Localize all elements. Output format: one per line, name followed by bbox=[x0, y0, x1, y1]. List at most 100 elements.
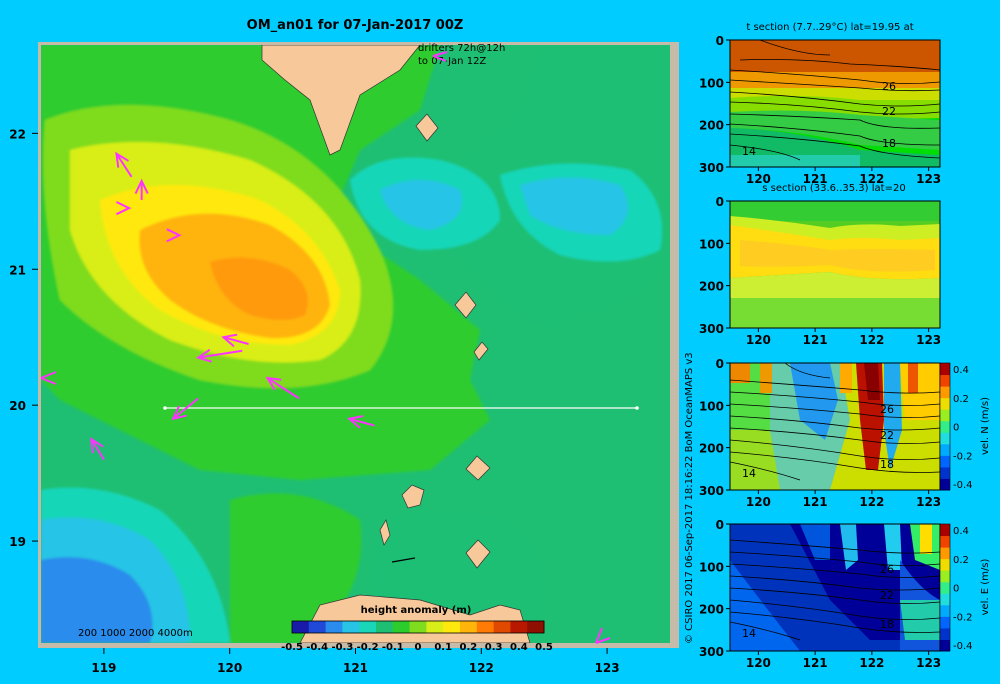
drifter-arrow-head bbox=[115, 151, 129, 168]
section-x-tick-label: 120 bbox=[746, 495, 771, 509]
height-colorbar-tick: 0.1 bbox=[434, 642, 452, 653]
drifter-arrow bbox=[265, 376, 300, 400]
section-y-tick-label: 0 bbox=[716, 518, 724, 532]
map-x-tick-label: 120 bbox=[217, 661, 242, 675]
section-y-tick-label: 0 bbox=[716, 195, 724, 209]
height-colorbar-segment bbox=[493, 621, 511, 633]
section-x-tick-label: 120 bbox=[746, 172, 771, 186]
map-x-tick-label: 119 bbox=[91, 661, 116, 675]
section-line-end bbox=[163, 406, 167, 410]
height-colorbar-tick: -0.2 bbox=[357, 642, 379, 653]
velocity-colorbar-segment bbox=[940, 397, 950, 410]
section-x-tick-label: 122 bbox=[859, 172, 884, 186]
section-y-tick-label: 100 bbox=[699, 237, 724, 251]
velocity-colorbar-segment bbox=[940, 386, 950, 399]
drifter-arrow bbox=[90, 437, 105, 461]
t-section-plot: 26 22 18 14 bbox=[729, 39, 941, 168]
vel-n-colorbar-label: vel. N (m/s) bbox=[980, 397, 991, 455]
height-colorbar bbox=[291, 620, 545, 634]
vel-e-colorbar-label: vel. E (m/s) bbox=[980, 558, 991, 615]
section-x-tick-label: 122 bbox=[859, 333, 884, 347]
drifter-arrow bbox=[171, 397, 199, 421]
velocity-colorbar-tick: 0 bbox=[953, 423, 959, 434]
height-colorbar-segment bbox=[342, 621, 360, 633]
velocity-colorbar-segment bbox=[940, 547, 950, 560]
vel-n-contour-label: 26 bbox=[880, 403, 894, 416]
velocity-colorbar-tick: 0 bbox=[953, 584, 959, 595]
drifter-note-line2: to 07-Jan 12Z bbox=[418, 56, 486, 67]
drifter-track bbox=[90, 438, 105, 461]
section-y-tick-label: 300 bbox=[699, 645, 724, 659]
credit-text: © CSIRO 2017 06-Sep-2017 18:16:22 BoM Oc… bbox=[684, 352, 695, 644]
t-contour-label: 26 bbox=[882, 80, 896, 93]
vel-e-plot: 26 22 18 14 bbox=[729, 523, 941, 652]
drifter-arrow bbox=[134, 178, 149, 200]
vel-n-colorbar: 0.4 0.2 0 -0.2 -0.4 bbox=[939, 362, 973, 491]
velocity-colorbar-segment bbox=[940, 604, 950, 617]
section-y-tick-label: 200 bbox=[699, 119, 724, 133]
colorbar-title: height anomaly (m) bbox=[361, 605, 472, 616]
velocity-colorbar-segment bbox=[940, 374, 950, 387]
island bbox=[473, 341, 489, 361]
drifter-arrow-head bbox=[116, 201, 132, 216]
velocity-colorbar-tick: -0.4 bbox=[953, 480, 973, 491]
velocity-colorbar-tick: 0.2 bbox=[953, 394, 969, 405]
map-x-tick-label: 121 bbox=[343, 661, 368, 675]
height-colorbar-border bbox=[291, 620, 545, 634]
height-colorbar-segment bbox=[460, 621, 478, 633]
section-x-tick-label: 120 bbox=[746, 656, 771, 670]
vel-e-contour-label: 22 bbox=[880, 589, 894, 602]
velocity-colorbar-segment bbox=[940, 639, 950, 652]
height-anomaly-field bbox=[41, 45, 670, 643]
section-y-tick-label: 300 bbox=[699, 484, 724, 498]
t-section-title: t section (7.7..29°C) lat=19.95 at bbox=[746, 22, 913, 33]
velocity-colorbar-segment bbox=[940, 363, 950, 376]
velocity-colorbar-segment bbox=[940, 524, 950, 537]
section-x-tick-label: 123 bbox=[916, 495, 941, 509]
velocity-colorbar-segment bbox=[940, 581, 950, 594]
map-y-tick-label: 19 bbox=[9, 535, 26, 549]
velocity-colorbar-border bbox=[939, 523, 951, 652]
height-colorbar-tick: 0.5 bbox=[535, 642, 553, 653]
velocity-colorbar-segment bbox=[940, 593, 950, 606]
drifter-arrow-head bbox=[195, 348, 212, 363]
map-y-axis: 19 20 21 22 bbox=[9, 127, 38, 549]
section-line-end bbox=[635, 406, 639, 410]
drifter-arrow bbox=[221, 333, 249, 348]
vel-n-plot: 26 22 18 14 bbox=[729, 362, 941, 491]
map-x-tick-label: 123 bbox=[595, 661, 620, 675]
island bbox=[465, 539, 491, 569]
section-x-tick-label: 122 bbox=[859, 656, 884, 670]
vel-n-contour-label: 18 bbox=[880, 458, 894, 471]
height-colorbar-tick: 0 bbox=[415, 642, 422, 653]
map-y-tick-label: 21 bbox=[9, 263, 26, 277]
drifter-arrow-head bbox=[265, 376, 282, 391]
height-colorbar-segment bbox=[476, 621, 495, 633]
velocity-colorbar-segment bbox=[940, 409, 950, 422]
height-colorbar-segment bbox=[359, 621, 377, 633]
map-y-tick-label: 22 bbox=[9, 127, 26, 141]
map-x-tick-label: 122 bbox=[469, 661, 494, 675]
drifter-arrow-head bbox=[221, 333, 238, 348]
section-x-tick-label: 120 bbox=[746, 333, 771, 347]
height-colorbar-segment bbox=[443, 621, 461, 633]
drifter-arrow-head bbox=[166, 228, 182, 243]
height-colorbar-segment bbox=[527, 621, 545, 633]
map-y-tick-label: 20 bbox=[9, 399, 26, 413]
vel-e-contour-label: 14 bbox=[742, 627, 756, 640]
height-colorbar-segment bbox=[392, 621, 411, 633]
section-x-tick-label: 121 bbox=[803, 333, 828, 347]
section-y-tick-label: 300 bbox=[699, 161, 724, 175]
drifter-note-line1: drifters 72h@12h bbox=[418, 43, 505, 54]
section-y-tick-label: 200 bbox=[699, 280, 724, 294]
velocity-colorbar-segment bbox=[940, 455, 950, 468]
height-colorbar-ticks: -0.5 -0.4 -0.3 -0.2 -0.1 0 0.1 0.2 0.3 0.4 0.5 bbox=[281, 642, 553, 653]
drifter-arrow bbox=[166, 228, 182, 243]
velocity-colorbar-tick: -0.4 bbox=[953, 641, 973, 652]
t-contour-label: 14 bbox=[742, 145, 756, 158]
height-colorbar-segment bbox=[409, 621, 427, 633]
vel-e-axes: 120 121 122 123 0 100 200 300 bbox=[699, 518, 941, 670]
section-y-tick-label: 100 bbox=[699, 76, 724, 90]
velocity-colorbar-segment bbox=[940, 443, 950, 456]
